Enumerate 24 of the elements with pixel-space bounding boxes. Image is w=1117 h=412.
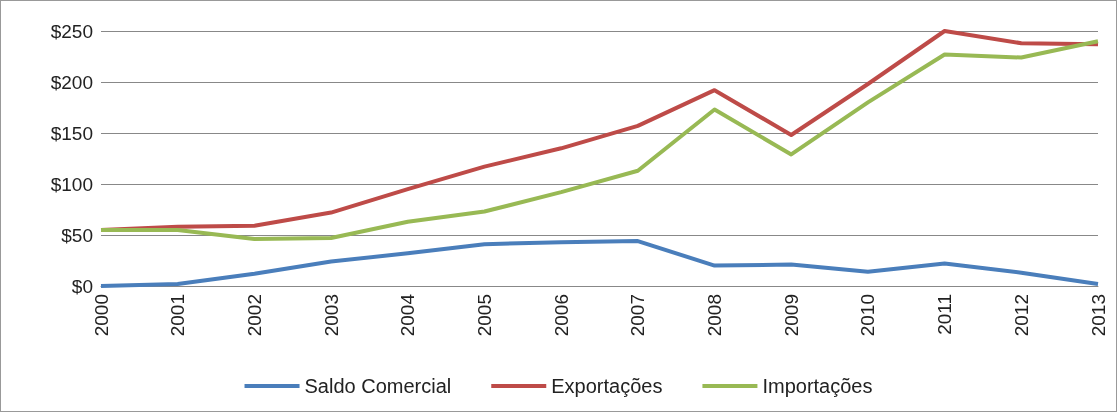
y-tick-label: $50	[61, 224, 93, 246]
x-tick-label: 2009	[780, 294, 802, 337]
x-tick-label: 2010	[857, 294, 879, 337]
x-tick-label: 2013	[1087, 294, 1109, 337]
x-tick-label: 2005	[473, 294, 495, 337]
x-tick-label: 2000	[90, 294, 112, 337]
x-tick-label: 2004	[397, 293, 419, 337]
x-tick-label: 2008	[704, 294, 726, 337]
x-tick-label: 2011	[934, 294, 956, 335]
legend-label: Importações	[762, 375, 873, 397]
y-tick-label: $100	[50, 173, 93, 195]
x-tick-label: 2002	[243, 294, 265, 337]
y-tick-label: $250	[50, 20, 93, 42]
legend-label: Exportações	[551, 375, 663, 397]
x-tick-label: 2001	[167, 294, 189, 337]
y-tick-label: $200	[50, 71, 93, 93]
line-series	[99, 239, 1100, 288]
x-tick-label: 2006	[550, 294, 572, 337]
y-tick-label: $150	[50, 122, 93, 144]
x-tick-label: 2003	[320, 294, 342, 337]
x-tick-label: 2007	[627, 294, 649, 337]
y-tick-label: $0	[71, 275, 93, 297]
legend-label: Saldo Comercial	[304, 375, 452, 397]
x-tick-label: 2012	[1010, 294, 1032, 337]
